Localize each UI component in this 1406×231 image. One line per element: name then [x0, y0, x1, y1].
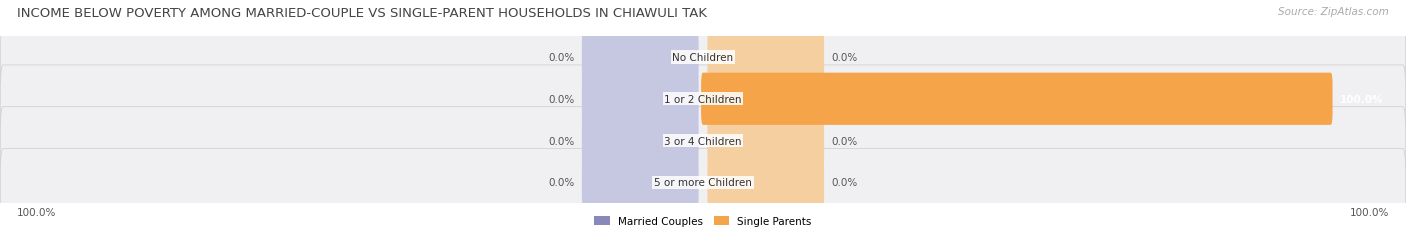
Text: 100.0%: 100.0% — [17, 207, 56, 218]
Text: 3 or 4 Children: 3 or 4 Children — [664, 136, 742, 146]
Text: 1 or 2 Children: 1 or 2 Children — [664, 94, 742, 104]
FancyBboxPatch shape — [0, 66, 1406, 133]
Text: 0.0%: 0.0% — [832, 177, 858, 188]
Text: 0.0%: 0.0% — [548, 177, 574, 188]
Text: 100.0%: 100.0% — [1340, 94, 1384, 104]
Text: 0.0%: 0.0% — [548, 94, 574, 104]
FancyBboxPatch shape — [707, 32, 824, 84]
Text: 0.0%: 0.0% — [832, 136, 858, 146]
FancyBboxPatch shape — [707, 73, 824, 125]
Text: 5 or more Children: 5 or more Children — [654, 177, 752, 188]
FancyBboxPatch shape — [0, 107, 1406, 175]
FancyBboxPatch shape — [582, 157, 699, 208]
FancyBboxPatch shape — [0, 24, 1406, 91]
Text: 0.0%: 0.0% — [548, 136, 574, 146]
Text: Source: ZipAtlas.com: Source: ZipAtlas.com — [1278, 7, 1389, 17]
Text: INCOME BELOW POVERTY AMONG MARRIED-COUPLE VS SINGLE-PARENT HOUSEHOLDS IN CHIAWUL: INCOME BELOW POVERTY AMONG MARRIED-COUPL… — [17, 7, 707, 20]
FancyBboxPatch shape — [582, 115, 699, 167]
Text: 100.0%: 100.0% — [1350, 207, 1389, 218]
FancyBboxPatch shape — [0, 149, 1406, 216]
FancyBboxPatch shape — [582, 73, 699, 125]
Text: 0.0%: 0.0% — [548, 53, 574, 63]
Text: No Children: No Children — [672, 53, 734, 63]
FancyBboxPatch shape — [707, 115, 824, 167]
FancyBboxPatch shape — [702, 73, 1333, 125]
Text: 0.0%: 0.0% — [832, 53, 858, 63]
FancyBboxPatch shape — [582, 32, 699, 84]
FancyBboxPatch shape — [707, 157, 824, 208]
Legend: Married Couples, Single Parents: Married Couples, Single Parents — [595, 216, 811, 226]
